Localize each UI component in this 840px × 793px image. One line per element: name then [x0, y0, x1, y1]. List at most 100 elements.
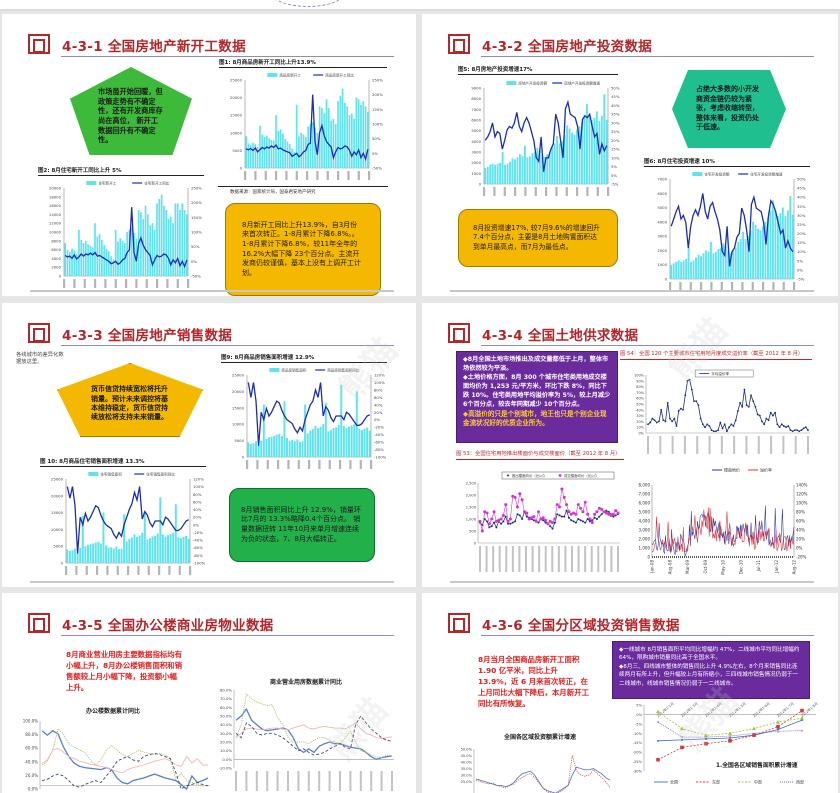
- svg-text:35%: 35%: [611, 112, 620, 117]
- svg-text:70.0%: 70.0%: [220, 696, 232, 701]
- slide-4-3-2[interactable]: 4-3-2 全国房地产投资数据 图5: 8月房地产投资增速17% 9000 800…: [422, 14, 838, 296]
- svg-text:40%: 40%: [797, 195, 806, 200]
- svg-text:25000: 25000: [230, 78, 243, 83]
- slide-title: 4-3-5 全国办公楼商业房物业数据: [62, 618, 274, 634]
- slide-4-3-1[interactable]: 4-3-1 全国房地产新开工数据 市场虽开始回暖，但政策走势有不确定性，还有开发…: [2, 14, 416, 296]
- svg-text:10.0%: 10.0%: [220, 748, 232, 753]
- svg-text:100%: 100%: [191, 230, 202, 235]
- svg-text:30%: 30%: [797, 213, 806, 218]
- svg-text:-100%: -100%: [193, 561, 206, 566]
- svg-text:80%: 80%: [796, 510, 805, 515]
- svg-text:9000: 9000: [471, 86, 481, 91]
- svg-text:30.0%: 30.0%: [220, 731, 232, 736]
- svg-text:150%: 150%: [191, 215, 202, 220]
- svg-text:0%: 0%: [636, 713, 642, 717]
- callout-text: 占绝大多数的小开发商资金链仍较为紧张，考虑收缩转型，整体来看，投资仍处于低速。: [696, 85, 759, 132]
- chart-residential-construction: 20000 18000 16000 14000 12000 10000 8000 6000 40…: [38, 178, 210, 294]
- svg-text:25%: 25%: [797, 222, 806, 227]
- title-rule: [481, 345, 814, 346]
- svg-text:20.0%: 20.0%: [220, 740, 232, 745]
- svg-text:Jan-12: Jan-12: [774, 560, 779, 574]
- svg-text:80.0%: 80.0%: [220, 688, 232, 693]
- svg-text:50.0%: 50.0%: [461, 748, 473, 752]
- svg-text:4,000: 4,000: [639, 519, 651, 524]
- svg-text:14000: 14000: [49, 212, 62, 217]
- svg-text:-80%: -80%: [374, 447, 384, 452]
- note-box: 8月新开工同比上升13.9%，自3月份来首次转正。1-8月累计下降6.8%。。1…: [225, 203, 381, 296]
- svg-text:50%: 50%: [797, 177, 806, 182]
- svg-text:2012年1-6月: 2012年1-6月: [751, 701, 770, 718]
- logo-icon: [28, 34, 50, 54]
- svg-text:楼面地价: 楼面地价: [724, 467, 740, 473]
- svg-text:6000: 6000: [657, 191, 667, 196]
- svg-text:2012年1-5月: 2012年1-5月: [727, 701, 746, 718]
- svg-text:-30%: -30%: [633, 770, 643, 774]
- svg-text:15000: 15000: [232, 405, 245, 410]
- title-rule: [61, 56, 394, 57]
- bullet-2: ◆8月三、四线城市整体的销售同比上升 4.9%左右，8个月来销售同比连续两月有所…: [619, 663, 799, 687]
- title-rule: [481, 56, 814, 57]
- svg-text:Dec-10: Dec-10: [738, 560, 743, 575]
- chart-residential-sales: 25000 20000 15000 10000 5000 0 120% 100% 80% 60% 4…: [40, 469, 212, 581]
- slide-4-3-3[interactable]: 4-3-3 全国房地产销售数据 各线城市的差异化数据放这里。 货币信贷持续宽松将…: [2, 303, 416, 587]
- svg-text:120%: 120%: [193, 477, 204, 482]
- svg-text:0: 0: [479, 182, 482, 187]
- logo-icon: [28, 613, 50, 633]
- svg-text:×: ×: [776, 729, 780, 735]
- svg-text:溢价率: 溢价率: [760, 467, 772, 473]
- svg-text:40.0%: 40.0%: [220, 722, 232, 727]
- svg-text:20000: 20000: [230, 95, 243, 100]
- footer-rule: [450, 290, 814, 292]
- svg-text:Jan-08: Jan-08: [650, 560, 655, 574]
- svg-text:3000: 3000: [471, 150, 481, 155]
- chart-regional-sales: 5% 0% -5% -10% -15% -20% -25% -30% 2012年1-2月 2012…: [622, 701, 822, 793]
- logo-icon: [448, 323, 470, 343]
- footer-rule: [30, 581, 394, 583]
- svg-text:100%: 100%: [372, 122, 383, 127]
- svg-text:40%: 40%: [611, 103, 620, 108]
- svg-text:-60%: -60%: [193, 545, 203, 550]
- slide-4-3-4[interactable]: 4-3-4 全国土地供求数据 ◆8月全国土地市场推出及成交量都低于上月，整体市场…: [422, 303, 838, 587]
- svg-text:10000: 10000: [49, 230, 62, 235]
- svg-text:80.0%: 80.0%: [25, 732, 38, 737]
- svg-text:-5%: -5%: [635, 722, 643, 726]
- svg-text:35.0%: 35.0%: [461, 767, 473, 771]
- svg-text:30%: 30%: [636, 414, 644, 418]
- svg-text:0: 0: [665, 277, 668, 282]
- slide-title: 4-3-3 全国房地产销售数据: [62, 328, 233, 344]
- chart-title: 办公楼数据累计同比: [86, 708, 141, 715]
- svg-text:-50%: -50%: [372, 166, 382, 171]
- svg-text:6000: 6000: [471, 118, 481, 123]
- slide-4-3-5[interactable]: 4-3-5 全国办公楼商业房物业数据 8月商业营业用房主要数据指标均有小幅上升，…: [2, 593, 416, 793]
- svg-text:20000: 20000: [232, 389, 245, 394]
- svg-text:200%: 200%: [191, 200, 202, 205]
- svg-text:-5%: -5%: [797, 277, 805, 282]
- slide-4-3-6[interactable]: 4-3-6 全国分区域投资销售数据 8月当月全国商品房新开工面积 1.90 亿平…: [422, 593, 838, 793]
- svg-text:1,500: 1,500: [466, 506, 477, 510]
- svg-text:2000: 2000: [657, 248, 667, 253]
- svg-text:90%: 90%: [636, 379, 644, 383]
- svg-text:0%: 0%: [797, 267, 803, 272]
- svg-text:20%: 20%: [636, 420, 644, 424]
- svg-text:16000: 16000: [49, 203, 62, 208]
- svg-text:0%: 0%: [191, 259, 197, 264]
- svg-text:50.0%: 50.0%: [220, 714, 232, 719]
- svg-text:45.0%: 45.0%: [461, 754, 473, 758]
- svg-text:500: 500: [469, 530, 477, 534]
- svg-text:6,000: 6,000: [639, 501, 651, 506]
- svg-text:住宅新开工同比: 住宅新开工同比: [144, 181, 170, 186]
- summary-text: 8月商业营业用房主要数据指标均有小幅上升，8月办公楼销售面积和销售额较上月小幅下…: [66, 650, 183, 693]
- svg-text:商品房新开工同比: 商品房新开工同比: [325, 73, 354, 78]
- svg-text:4000: 4000: [51, 256, 61, 261]
- svg-text:5000: 5000: [657, 205, 667, 210]
- svg-text:30%: 30%: [611, 120, 620, 125]
- svg-text:8000: 8000: [51, 238, 61, 243]
- chart-land-price: 2,500 2,000 1,500 1,000 500 0 推出楼面均价（元/㎡） 成交楼面均…: [456, 471, 624, 577]
- svg-text:3000: 3000: [657, 234, 667, 239]
- svg-text:200%: 200%: [372, 92, 383, 97]
- summary-text: 8月当月全国商品房新开工面积 1.90 亿平米，同比上升13.9%，近 6 月来…: [478, 655, 589, 709]
- svg-text:住宅销售面积同比: 住宅销售面积同比: [146, 472, 175, 477]
- svg-text:15000: 15000: [51, 510, 64, 515]
- svg-text:25.0%: 25.0%: [461, 780, 473, 784]
- svg-text:Aug-08: Aug-08: [667, 560, 672, 575]
